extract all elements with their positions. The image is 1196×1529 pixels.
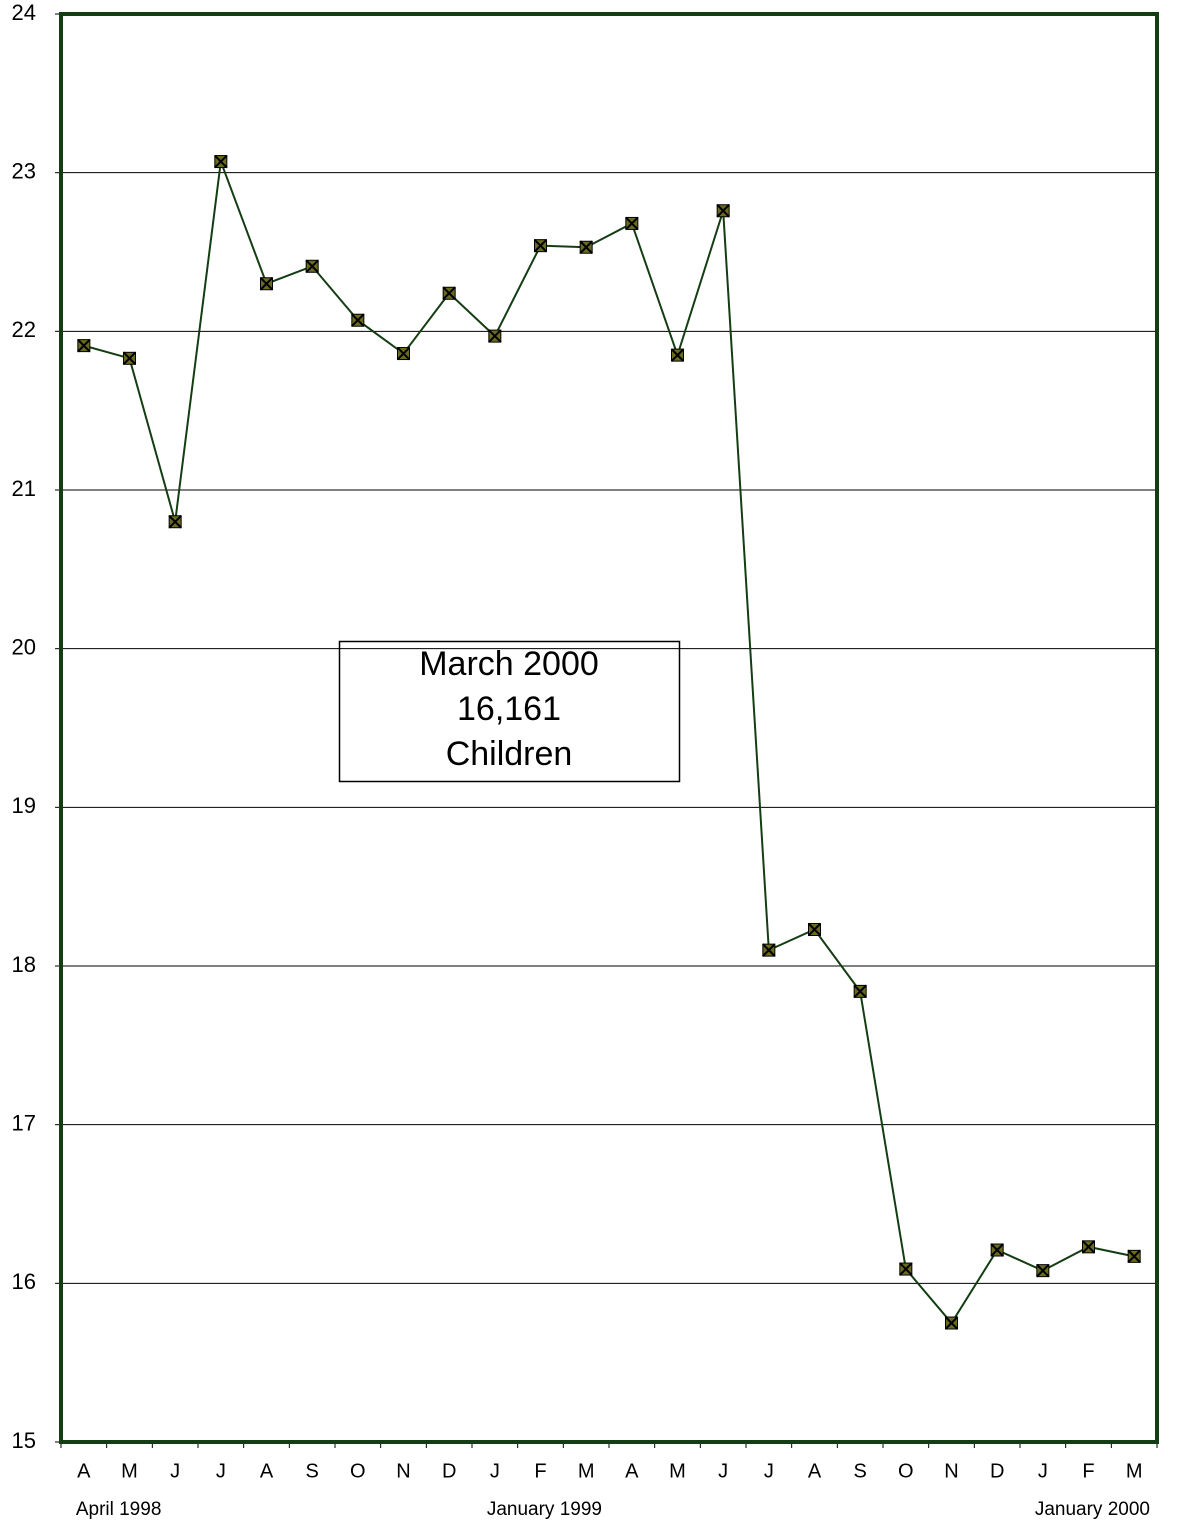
x-tick-label: N	[944, 1460, 958, 1482]
data-point	[442, 286, 456, 300]
data-point	[625, 216, 639, 231]
period-label: January 2000	[1035, 1499, 1150, 1520]
x-tick-label: F	[534, 1460, 546, 1482]
plot-border	[59, 12, 1159, 1444]
x-tick-label: M	[669, 1460, 686, 1482]
x-tick-label: J	[764, 1460, 774, 1482]
x-tick-label: A	[77, 1460, 91, 1482]
x-tick-label: J	[718, 1460, 728, 1482]
annotation-text: 16,161	[457, 690, 561, 728]
y-tick-label: 18	[12, 952, 36, 977]
y-tick-label: 19	[12, 793, 36, 818]
y-tick-label: 21	[12, 476, 36, 501]
x-tick-label: M	[121, 1460, 138, 1482]
y-tick-label: 22	[12, 317, 36, 342]
data-point	[77, 338, 91, 353]
data-point	[1036, 1263, 1050, 1278]
x-tick-label: F	[1082, 1460, 1094, 1482]
data-point	[899, 1262, 913, 1276]
x-tick-label: O	[898, 1460, 914, 1482]
annotation-box	[338, 640, 681, 783]
y-tick-label: 20	[12, 634, 36, 659]
y-tick-label: 16	[12, 1269, 36, 1294]
x-tick-label: D	[990, 1460, 1004, 1482]
x-tick-label: M	[578, 1460, 595, 1482]
period-label: April 1998	[76, 1499, 162, 1520]
data-point	[670, 348, 685, 362]
x-tick-label: S	[305, 1460, 318, 1482]
x-tick-label: M	[1126, 1460, 1143, 1482]
data-point	[351, 313, 365, 327]
y-tick-label: 15	[12, 1428, 36, 1453]
data-point	[716, 204, 730, 218]
data-point	[990, 1243, 1004, 1257]
data-point	[853, 984, 867, 999]
data-point	[488, 329, 502, 343]
x-tick-label: O	[350, 1460, 366, 1482]
y-tick-label: 24	[12, 0, 36, 25]
x-tick-label: J	[1038, 1460, 1048, 1482]
annotation-text: March 2000	[419, 645, 599, 683]
data-point	[259, 277, 274, 291]
x-tick-label: J	[490, 1460, 500, 1482]
data-line	[83, 161, 1135, 1325]
data-point	[579, 240, 593, 254]
x-tick-label: J	[170, 1460, 180, 1482]
x-tick-label: S	[853, 1460, 866, 1482]
data-point	[944, 1316, 959, 1330]
data-point	[1081, 1240, 1096, 1254]
data-point	[305, 259, 319, 273]
annotation-text: Children	[446, 735, 573, 773]
x-tick-label: J	[216, 1460, 226, 1482]
data-point	[807, 922, 822, 937]
x-tick-label: A	[808, 1460, 822, 1482]
data-point	[533, 238, 548, 253]
data-point	[762, 943, 776, 957]
data-point	[396, 346, 411, 361]
y-tick-label: 17	[12, 1110, 36, 1135]
data-point	[122, 351, 137, 366]
data-point	[214, 154, 228, 169]
data-point	[1127, 1249, 1141, 1264]
y-tick-label: 23	[12, 158, 36, 183]
x-tick-label: N	[396, 1460, 410, 1482]
period-label: January 1999	[487, 1499, 602, 1520]
x-tick-label: A	[625, 1460, 639, 1482]
x-tick-label: D	[442, 1460, 456, 1482]
x-tick-label: A	[260, 1460, 274, 1482]
data-point	[168, 515, 182, 529]
